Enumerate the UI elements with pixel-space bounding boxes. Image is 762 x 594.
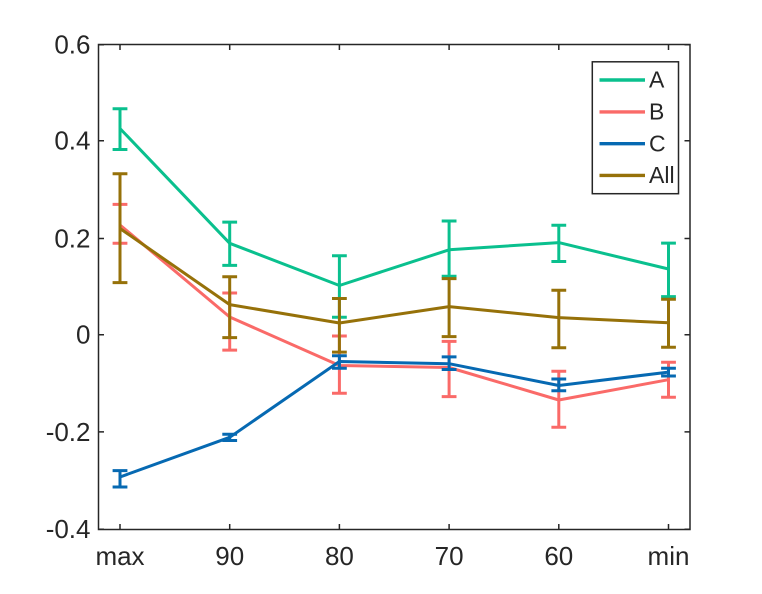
svg-text:0.4: 0.4 [54,126,90,156]
svg-text:0: 0 [76,320,90,350]
svg-text:0.2: 0.2 [54,223,90,253]
svg-text:max: max [95,541,144,571]
svg-text:B: B [649,98,664,124]
svg-text:90: 90 [215,541,244,571]
svg-text:A: A [649,67,665,93]
svg-text:C: C [649,130,666,156]
svg-text:0.6: 0.6 [54,30,90,60]
svg-text:-0.4: -0.4 [46,514,91,544]
svg-text:60: 60 [544,541,573,571]
svg-text:70: 70 [435,541,464,571]
svg-text:80: 80 [325,541,354,571]
svg-text:min: min [648,541,690,571]
svg-text:-0.2: -0.2 [46,417,91,447]
svg-text:All: All [649,162,675,188]
